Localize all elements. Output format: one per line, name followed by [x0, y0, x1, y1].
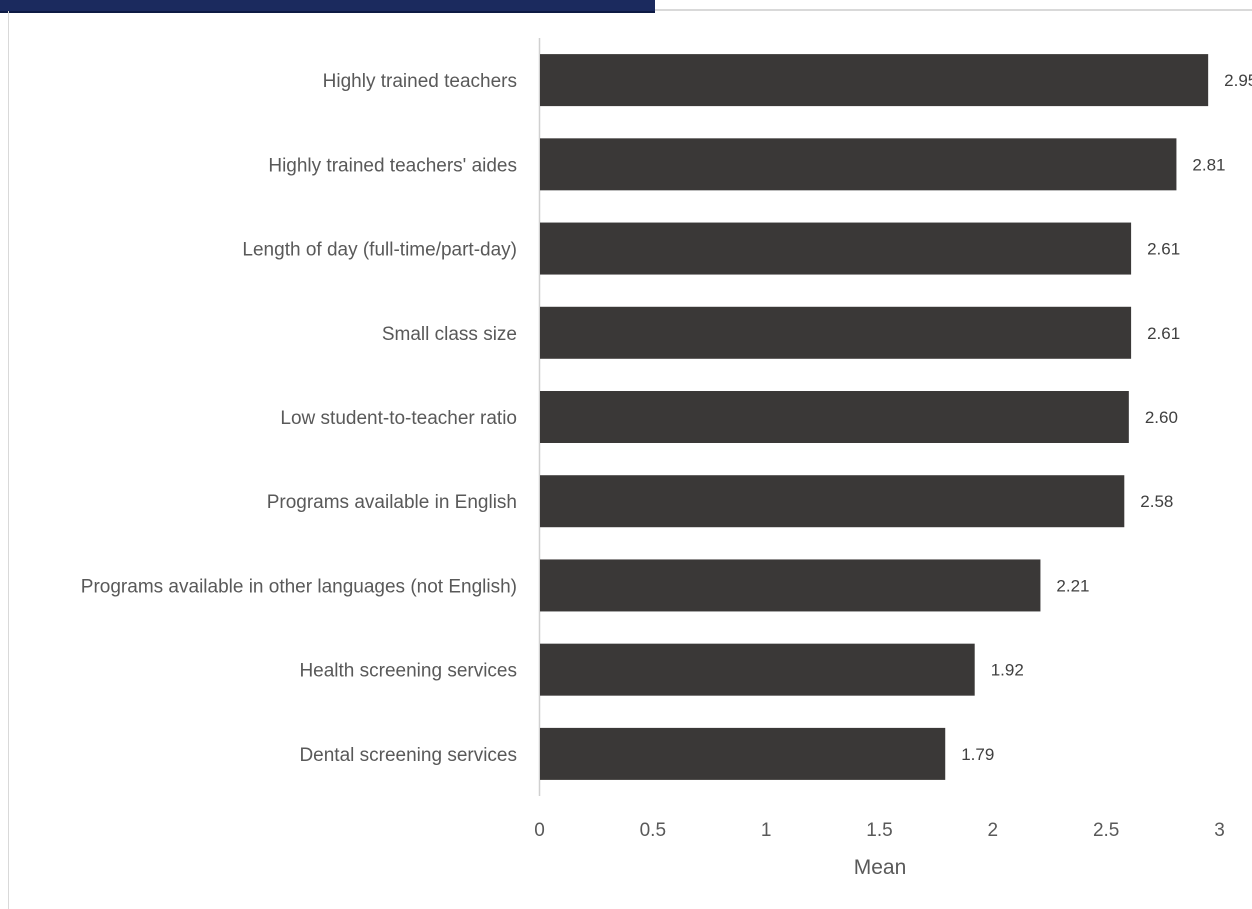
category-label: Highly trained teachers	[323, 71, 517, 92]
frame-left-border	[8, 11, 9, 909]
data-label: 2.61	[1147, 240, 1180, 259]
x-tick-label: 3	[1214, 820, 1225, 841]
x-tick-label: 1.5	[866, 820, 892, 841]
data-label: 2.60	[1145, 408, 1178, 427]
data-label: 1.92	[991, 661, 1024, 680]
bar	[540, 391, 1129, 443]
category-label: Low student-to-teacher ratio	[280, 408, 517, 429]
bar	[540, 222, 1132, 275]
data-label: 1.79	[961, 745, 994, 764]
x-tick-label: 0	[534, 820, 545, 841]
bar	[540, 727, 946, 780]
bar	[540, 54, 1209, 107]
x-axis-title: Mean	[854, 856, 907, 879]
x-tick-labels: 0 0.5 1 1.5 2 2.5 3	[534, 820, 1225, 841]
bar	[540, 306, 1132, 359]
data-label: 2.58	[1140, 492, 1173, 511]
header-band	[0, 0, 655, 13]
data-label: 2.81	[1192, 155, 1225, 174]
x-tick-label: 1	[761, 820, 772, 841]
category-label: Health screening services	[299, 661, 517, 682]
bars-group	[540, 54, 1209, 780]
data-label: 2.61	[1147, 324, 1180, 343]
data-labels: 2.95 2.81 2.61 2.61 2.60 2.58 2.21 1.92 1.79	[961, 71, 1252, 764]
bar	[540, 138, 1177, 191]
data-label: 2.21	[1056, 576, 1089, 595]
bar	[540, 559, 1041, 612]
category-label: Programs available in English	[267, 492, 517, 513]
category-label: Length of day (full-time/part-day)	[242, 240, 517, 261]
bar	[540, 643, 975, 696]
x-tick-label: 2.5	[1093, 820, 1119, 841]
x-tick-label: 2	[988, 820, 999, 841]
category-label: Dental screening services	[299, 745, 517, 766]
bar	[540, 475, 1125, 528]
category-label: Highly trained teachers' aides	[268, 155, 517, 176]
header-rule	[655, 9, 1252, 11]
x-tick-label: 0.5	[640, 820, 666, 841]
category-label: Small class size	[382, 324, 517, 345]
data-label: 2.95	[1224, 71, 1252, 90]
category-labels: Highly trained teachers Highly trained te…	[81, 71, 517, 766]
category-label: Programs available in other languages (n…	[81, 576, 517, 597]
